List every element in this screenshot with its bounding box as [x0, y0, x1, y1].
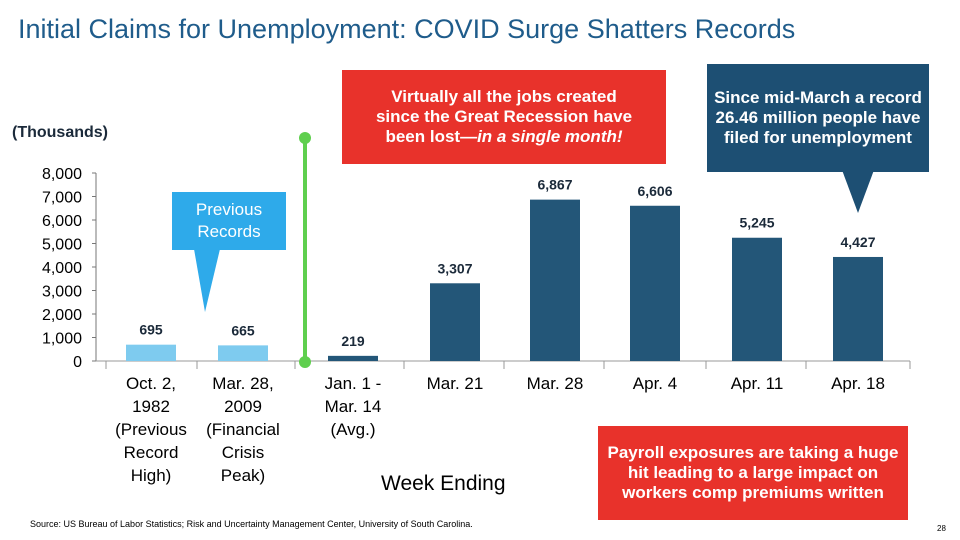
bar-value-label: 5,245	[739, 215, 774, 231]
previous-records-text-2: Records	[197, 222, 261, 241]
category-label: Jan. 1 - Mar. 14 (Avg.)	[324, 374, 382, 439]
previous-records-callout: Previous Records	[172, 192, 286, 250]
previous-records-text-1: Previous	[195, 200, 263, 219]
bar-1	[218, 345, 268, 361]
previous-records-pointer	[194, 249, 220, 312]
bar-3	[430, 283, 480, 361]
jobs-lost-callout: Virtually all the jobs created since the…	[342, 70, 666, 164]
divider-top-dot	[299, 132, 311, 144]
source-note: Source: US Bureau of Labor Statistics; R…	[30, 519, 473, 529]
bar-4	[530, 199, 580, 361]
bar-7	[833, 256, 883, 361]
bar-2	[328, 355, 378, 361]
y-tick-label: 5,000	[42, 237, 82, 254]
divider-bottom-dot	[299, 356, 311, 368]
jobs-lost-text-3: been lost—in a single month!	[385, 127, 623, 146]
bar-value-label: 4,427	[840, 234, 875, 250]
category-label: Apr. 11	[730, 374, 784, 393]
category-label: Apr. 18	[831, 374, 885, 393]
jobs-lost-text-1: Virtually all the jobs created	[391, 87, 617, 106]
payroll-callout: Payroll exposures are taking a huge hit …	[598, 426, 908, 520]
y-tick-label: 0	[73, 354, 82, 371]
page-number: 28	[937, 524, 946, 533]
category-label: Mar. 28, 2009 (Financial Crisis Peak)	[206, 374, 280, 485]
bar-6	[732, 237, 782, 361]
page-title: Initial Claims for Unemployment: COVID S…	[18, 14, 796, 44]
y-tick-label: 6,000	[42, 213, 82, 230]
bar-0	[126, 344, 176, 361]
bar-value-label: 3,307	[437, 260, 472, 276]
jobs-lost-text-2: since the Great Recession have	[375, 107, 633, 126]
bar-value-label: 695	[139, 322, 163, 338]
x-axis-title: Week Ending	[381, 472, 506, 495]
bar-value-label: 6,867	[537, 177, 572, 193]
y-tick-label: 7,000	[42, 190, 82, 207]
y-tick-label: 1,000	[42, 331, 82, 348]
category-label: Mar. 21	[426, 374, 484, 393]
y-tick-label: 4,000	[42, 260, 82, 277]
y-tick-label: 3,000	[42, 284, 82, 301]
y-tick-label: 2,000	[42, 307, 82, 324]
category-label: Mar. 28	[526, 374, 584, 393]
bar-value-label: 6,606	[637, 183, 672, 199]
record-callout: Since mid-March a record 26.46 million p…	[707, 64, 929, 172]
category-label: Oct. 2, 1982 (Previous Record High)	[115, 374, 187, 485]
category-label: Apr. 4	[632, 374, 678, 393]
bar-value-label: 219	[341, 333, 365, 349]
bar-5	[630, 205, 680, 361]
units-label: (Thousands)	[12, 124, 108, 141]
bar-value-label: 665	[231, 322, 255, 338]
record-callout-pointer	[842, 170, 874, 213]
y-tick-label: 8,000	[42, 166, 82, 183]
